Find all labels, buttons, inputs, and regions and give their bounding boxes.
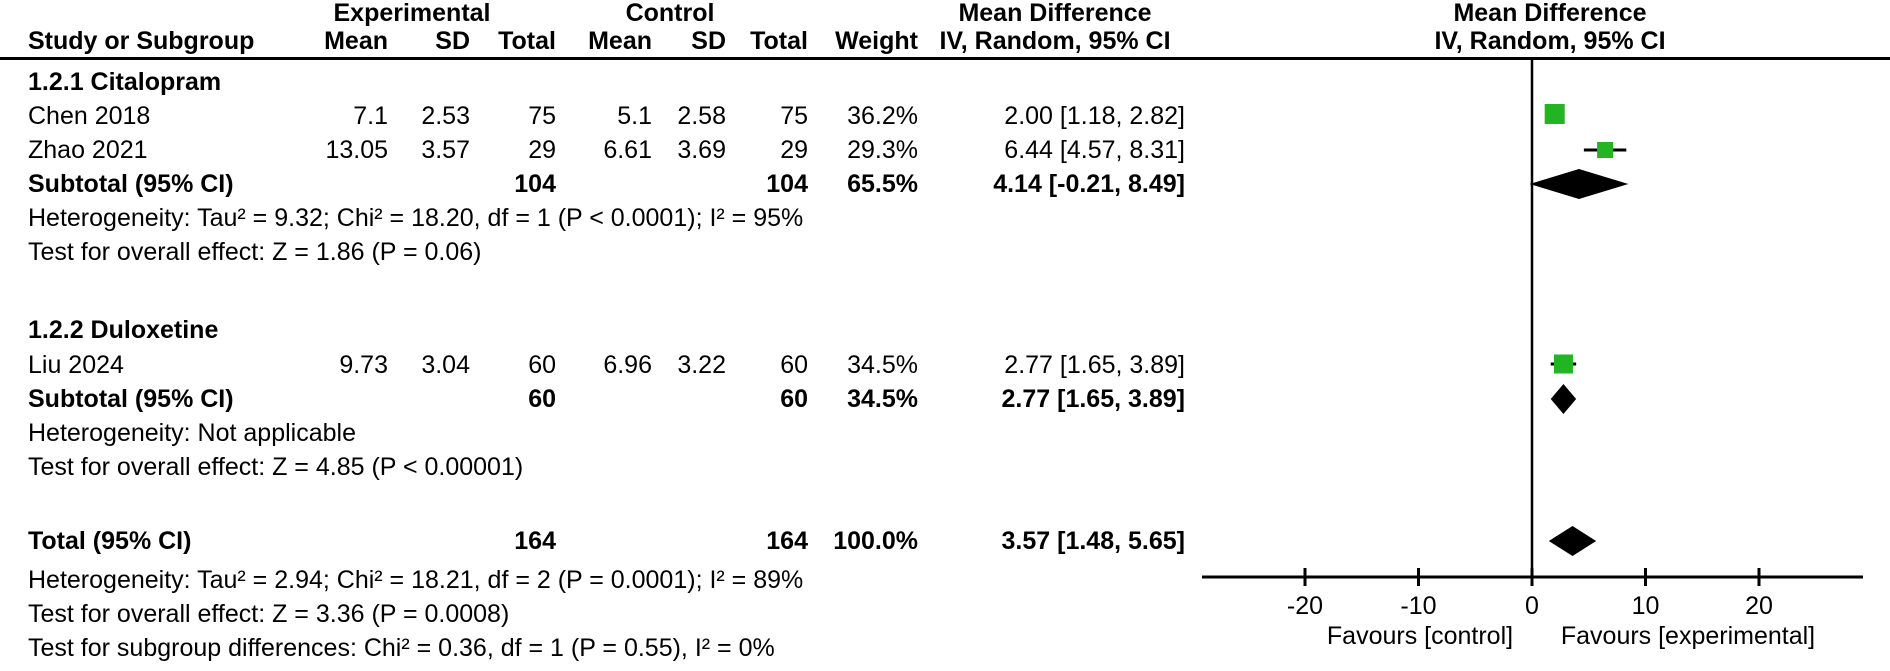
header-total-1: Total	[498, 27, 556, 55]
ctl-mean: 5.1	[617, 102, 652, 130]
exp-mean: 9.73	[339, 351, 388, 379]
effect-square-zhao-2021	[1597, 142, 1614, 158]
pooled-diamond-total	[1548, 526, 1597, 556]
heterogeneity-citalopram: Heterogeneity: Tau² = 9.32; Chi² = 18.20…	[28, 204, 804, 232]
weight: 65.5%	[847, 170, 918, 198]
exp-mean: 13.05	[325, 136, 388, 164]
exp-sd: 3.04	[421, 351, 470, 379]
header-mean-2: Mean	[588, 27, 652, 55]
heterogeneity-total: Heterogeneity: Tau² = 2.94; Chi² = 18.21…	[28, 566, 804, 594]
ci-text: 2.00 [1.18, 2.82]	[1004, 102, 1185, 130]
weight: 29.3%	[847, 136, 918, 164]
effect-square-chen-2018	[1544, 104, 1565, 124]
header-ci-method-plot: IV, Random, 95% CI	[1434, 27, 1666, 55]
ci-text: 4.14 [-0.21, 8.49]	[993, 170, 1185, 198]
heterogeneity-duloxetine: Heterogeneity: Not applicable	[28, 419, 356, 447]
header-ci-method-values: IV, Random, 95% CI	[939, 27, 1171, 55]
subgroup-differences: Test for subgroup differences: Chi² = 0.…	[28, 634, 775, 662]
exp-total: 75	[528, 102, 556, 130]
x-axis-tick-label: -20	[1287, 592, 1323, 620]
header-sd-1: SD	[435, 27, 470, 55]
weight: 100.0%	[833, 527, 918, 555]
subtotal-row-citalopram: Subtotal (95% CI) 104 104 65.5% 4.14 [-0…	[0, 167, 1210, 201]
x-axis-tick-label: -10	[1400, 592, 1436, 620]
ci-text: 3.57 [1.48, 5.65]	[1001, 527, 1185, 555]
subtotal-label: Subtotal (95% CI)	[28, 170, 234, 198]
ci-text: 2.77 [1.65, 3.89]	[1004, 351, 1185, 379]
ctl-total: 60	[780, 351, 808, 379]
header-control: Control	[625, 0, 715, 27]
exp-sd: 2.53	[421, 102, 470, 130]
ctl-total: 29	[780, 136, 808, 164]
x-axis-tick-label: 10	[1632, 592, 1660, 620]
study-row-liu-2024: Liu 2024 9.73 3.04 60 6.96 3.22 60 34.5%…	[0, 348, 1210, 382]
header-sd-2: SD	[691, 27, 726, 55]
study-name: Liu 2024	[28, 351, 124, 379]
header-total-2: Total	[750, 27, 808, 55]
pooled-diamond-subtotal-citalopram	[1529, 169, 1629, 199]
ctl-mean: 6.61	[603, 136, 652, 164]
total-label: Total (95% CI)	[28, 527, 192, 555]
ci-text: 2.77 [1.65, 3.89]	[1001, 385, 1185, 413]
x-axis-tick-label: 20	[1745, 592, 1773, 620]
exp-sd: 3.57	[421, 136, 470, 164]
ctl-sd: 3.22	[677, 351, 726, 379]
total-row: Total (95% CI) 164 164 100.0% 3.57 [1.48…	[0, 524, 1210, 558]
exp-total: 60	[528, 385, 556, 413]
header-divider-line	[0, 57, 1890, 60]
weight: 36.2%	[847, 102, 918, 130]
x-axis-tick-label: 0	[1525, 592, 1539, 620]
ctl-sd: 2.58	[677, 102, 726, 130]
exp-mean: 7.1	[353, 102, 388, 130]
header-mean-difference-values: Mean Difference	[958, 0, 1152, 27]
header-row-columns: Study or Subgroup Mean SD Total Mean SD …	[0, 24, 1210, 58]
study-name: Zhao 2021	[28, 136, 148, 164]
ctl-total: 75	[780, 102, 808, 130]
ctl-sd: 3.69	[677, 136, 726, 164]
ctl-total: 104	[766, 170, 808, 198]
header-row-groups-plot: Mean Difference	[0, 0, 1890, 30]
header-mean-difference-plot: Mean Difference	[1453, 0, 1647, 27]
study-row-zhao-2021: Zhao 2021 13.05 3.57 29 6.61 3.69 29 29.…	[0, 133, 1210, 167]
exp-total: 104	[514, 170, 556, 198]
exp-total: 60	[528, 351, 556, 379]
ci-text: 6.44 [4.57, 8.31]	[1004, 136, 1185, 164]
subgroup-title-citalopram: 1.2.1 Citalopram	[28, 68, 222, 96]
overall-effect-duloxetine: Test for overall effect: Z = 4.85 (P < 0…	[28, 453, 524, 481]
study-name: Chen 2018	[28, 102, 151, 130]
weight: 34.5%	[847, 351, 918, 379]
ctl-mean: 6.96	[603, 351, 652, 379]
ctl-total: 60	[780, 385, 808, 413]
subtotal-label: Subtotal (95% CI)	[28, 385, 234, 413]
header-mean-1: Mean	[324, 27, 388, 55]
exp-total: 29	[528, 136, 556, 164]
overall-effect-citalopram: Test for overall effect: Z = 1.86 (P = 0…	[28, 238, 482, 266]
ctl-total: 164	[766, 527, 808, 555]
subgroup-title-duloxetine: 1.2.2 Duloxetine	[28, 316, 219, 344]
overall-effect-total: Test for overall effect: Z = 3.36 (P = 0…	[28, 600, 510, 628]
effect-square-liu-2024	[1553, 354, 1573, 374]
header-study-or-subgroup: Study or Subgroup	[28, 27, 255, 55]
weight: 34.5%	[847, 385, 918, 413]
header-row-columns-plot: IV, Random, 95% CI	[0, 24, 1890, 58]
header-row-groups: Experimental Control Mean Difference	[0, 0, 1210, 30]
axis-label-favours-experimental: Favours [experimental]	[1560, 622, 1816, 650]
header-weight: Weight	[835, 27, 918, 55]
pooled-diamond-subtotal-duloxetine	[1550, 384, 1577, 414]
header-experimental: Experimental	[333, 0, 491, 27]
exp-total: 164	[514, 527, 556, 555]
subtotal-row-duloxetine: Subtotal (95% CI) 60 60 34.5% 2.77 [1.65…	[0, 382, 1210, 416]
axis-label-favours-control: Favours [control]	[1326, 622, 1514, 650]
study-row-chen-2018: Chen 2018 7.1 2.53 75 5.1 2.58 75 36.2% …	[0, 99, 1210, 133]
